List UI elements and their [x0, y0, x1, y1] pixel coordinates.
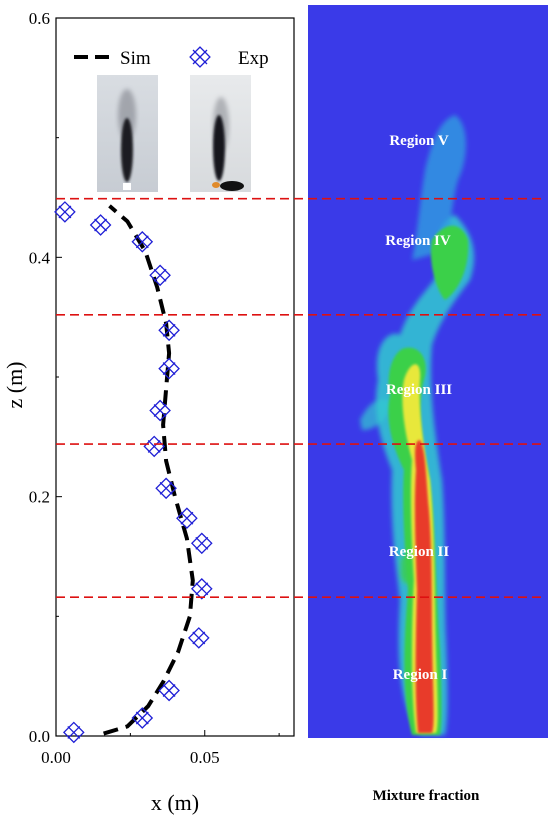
- region-boundaries: [56, 197, 546, 598]
- exp-point: [190, 532, 213, 555]
- exp-point: [149, 264, 171, 287]
- exp-point: [187, 627, 210, 649]
- exp-point: [155, 477, 177, 500]
- exp-point: [158, 679, 180, 702]
- y-tick-label: 0.4: [29, 248, 51, 267]
- exp-point: [89, 214, 112, 236]
- region-label-2: Region II: [389, 544, 450, 560]
- exp-point: [158, 319, 180, 342]
- legend: Sim Exp: [74, 46, 269, 69]
- plot-frame: [55, 17, 295, 737]
- exp-point: [158, 357, 180, 380]
- sim-line: [103, 204, 195, 736]
- region-label-3: Region III: [386, 382, 452, 398]
- x-tick-label: 0.05: [190, 748, 220, 767]
- profile-chart: 0.00 0.05 0.0 0.2 0.4 0.6 Sim Exp x (m) z (m…: [2, 9, 295, 815]
- mixture-fraction-contour: Region V Region IV Region III Region II …: [308, 5, 548, 804]
- legend-exp-label: Exp: [238, 48, 269, 69]
- exp-point: [149, 399, 171, 422]
- legend-exp-swatch: [189, 46, 211, 68]
- exp-point: [131, 230, 154, 253]
- exp-point: [143, 435, 166, 458]
- y-axis-label: z (m): [2, 361, 27, 408]
- y-tick-label: 0.6: [29, 9, 50, 28]
- x-tick-label: 0.00: [41, 748, 71, 767]
- region-label-1: Region I: [393, 667, 448, 683]
- contour-caption: Mixture fraction: [373, 788, 480, 804]
- y-tick-label: 0.2: [29, 488, 50, 507]
- plume-core-red: [414, 440, 434, 733]
- region-label-5: Region V: [389, 133, 448, 149]
- exp-point: [190, 577, 213, 600]
- sim-series: [103, 204, 195, 736]
- exp-point: [54, 201, 76, 223]
- legend-sim-label: Sim: [120, 48, 151, 69]
- y-tick-label: 0.0: [29, 727, 50, 746]
- exp-series: [54, 201, 213, 744]
- flame-photo-sim: [97, 75, 158, 192]
- region-label-4: Region IV: [385, 233, 451, 249]
- y-axis-ticks: 0.0 0.2 0.4 0.6: [29, 9, 62, 746]
- x-axis-ticks: 0.00 0.05: [41, 730, 280, 767]
- flame-photo-exp: [190, 75, 251, 192]
- exp-point: [131, 707, 154, 729]
- exp-point: [176, 507, 198, 530]
- x-axis-label: x (m): [151, 790, 199, 815]
- exp-point: [62, 721, 85, 744]
